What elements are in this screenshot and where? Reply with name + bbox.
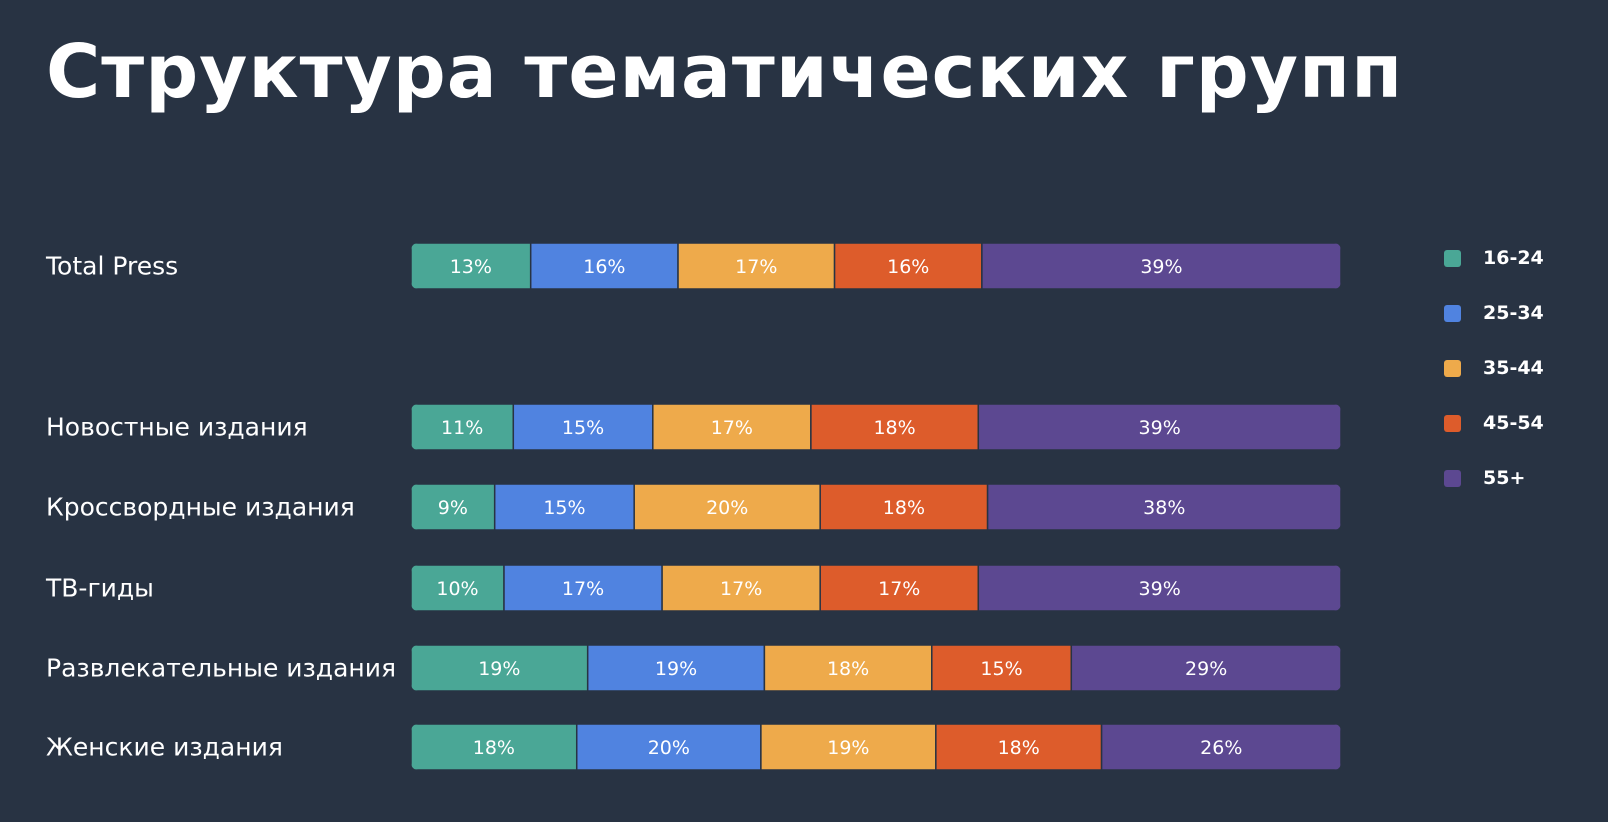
bar-segment	[819, 565, 980, 611]
data-label: 16%	[583, 256, 625, 278]
data-label: 39%	[1139, 578, 1181, 600]
category-label: Развлекательные издания	[46, 654, 396, 683]
bar-segment	[575, 724, 762, 770]
bar-segment	[661, 565, 821, 611]
data-label: 18%	[827, 658, 869, 680]
legend-item: 16-24	[1444, 243, 1544, 273]
data-label: 11%	[441, 417, 483, 439]
bar-segment	[763, 645, 933, 691]
bar-segment	[819, 484, 989, 530]
data-label: 13%	[450, 256, 492, 278]
legend-label: 45-54	[1483, 412, 1544, 434]
data-label: 29%	[1185, 658, 1227, 680]
bar-segment	[986, 484, 1341, 530]
data-label: 17%	[711, 417, 753, 439]
legend-swatch	[1444, 359, 1461, 377]
bar-segment	[977, 565, 1341, 611]
legend-label: 25-34	[1483, 302, 1544, 324]
bar-segment	[512, 404, 654, 450]
data-label: 39%	[1139, 417, 1181, 439]
legend-swatch	[1444, 469, 1461, 487]
legend-swatch	[1444, 414, 1461, 432]
category-label: Кроссвордные издания	[46, 493, 355, 522]
legend-label: 16-24	[1483, 247, 1544, 269]
legend-swatch	[1444, 249, 1461, 267]
bar-row	[411, 724, 1341, 770]
data-label: 15%	[543, 497, 585, 519]
data-label: 19%	[827, 737, 869, 759]
data-label: 18%	[998, 737, 1040, 759]
bar-row	[411, 404, 1341, 450]
bar-segment	[1070, 645, 1341, 691]
category-label: Total Press	[45, 252, 178, 281]
data-label: 19%	[478, 658, 520, 680]
data-label: 20%	[648, 737, 690, 759]
legend-swatch	[1444, 304, 1461, 322]
bar-segment	[411, 484, 496, 530]
bar-segment	[652, 404, 812, 450]
data-label: 20%	[706, 497, 748, 519]
data-label: 18%	[873, 417, 915, 439]
bar-segment	[977, 404, 1341, 450]
category-label: Женские издания	[46, 733, 283, 762]
data-label: 15%	[562, 417, 604, 439]
bar-segment	[935, 724, 1103, 770]
bar-segment	[1100, 724, 1341, 770]
bar-row	[411, 645, 1341, 691]
slide-title: Структура тематических групп	[46, 29, 1404, 115]
data-label: 17%	[720, 578, 762, 600]
data-label: 15%	[980, 658, 1022, 680]
legend-item: 25-34	[1444, 298, 1544, 328]
data-label: 17%	[878, 578, 920, 600]
data-label: 17%	[735, 256, 777, 278]
data-label: 26%	[1200, 737, 1242, 759]
data-label: 18%	[473, 737, 515, 759]
data-label: 16%	[887, 256, 929, 278]
bar-segment	[981, 243, 1341, 289]
legend-label: 35-44	[1483, 357, 1544, 379]
bar-row	[411, 484, 1341, 530]
category-label: Новостные издания	[46, 413, 308, 442]
category-label: ТВ-гиды	[45, 574, 154, 603]
legend-item: 35-44	[1444, 353, 1544, 383]
data-label: 9%	[438, 497, 468, 519]
data-label: 18%	[883, 497, 925, 519]
data-label: 39%	[1140, 256, 1182, 278]
chart-legend: 16-24 25-34 35-44 45-54 55+	[1444, 243, 1544, 518]
data-label: 10%	[436, 578, 478, 600]
data-label: 38%	[1143, 497, 1185, 519]
bar-segment	[633, 484, 821, 530]
legend-item: 45-54	[1444, 408, 1544, 438]
bar-segment	[833, 243, 983, 289]
data-label: 19%	[655, 658, 697, 680]
bar-segment	[586, 645, 766, 691]
legend-item: 55+	[1444, 463, 1544, 493]
bar-row	[411, 243, 1341, 289]
bar-row	[411, 565, 1341, 611]
data-label: 17%	[562, 578, 604, 600]
legend-label: 55+	[1483, 467, 1526, 489]
